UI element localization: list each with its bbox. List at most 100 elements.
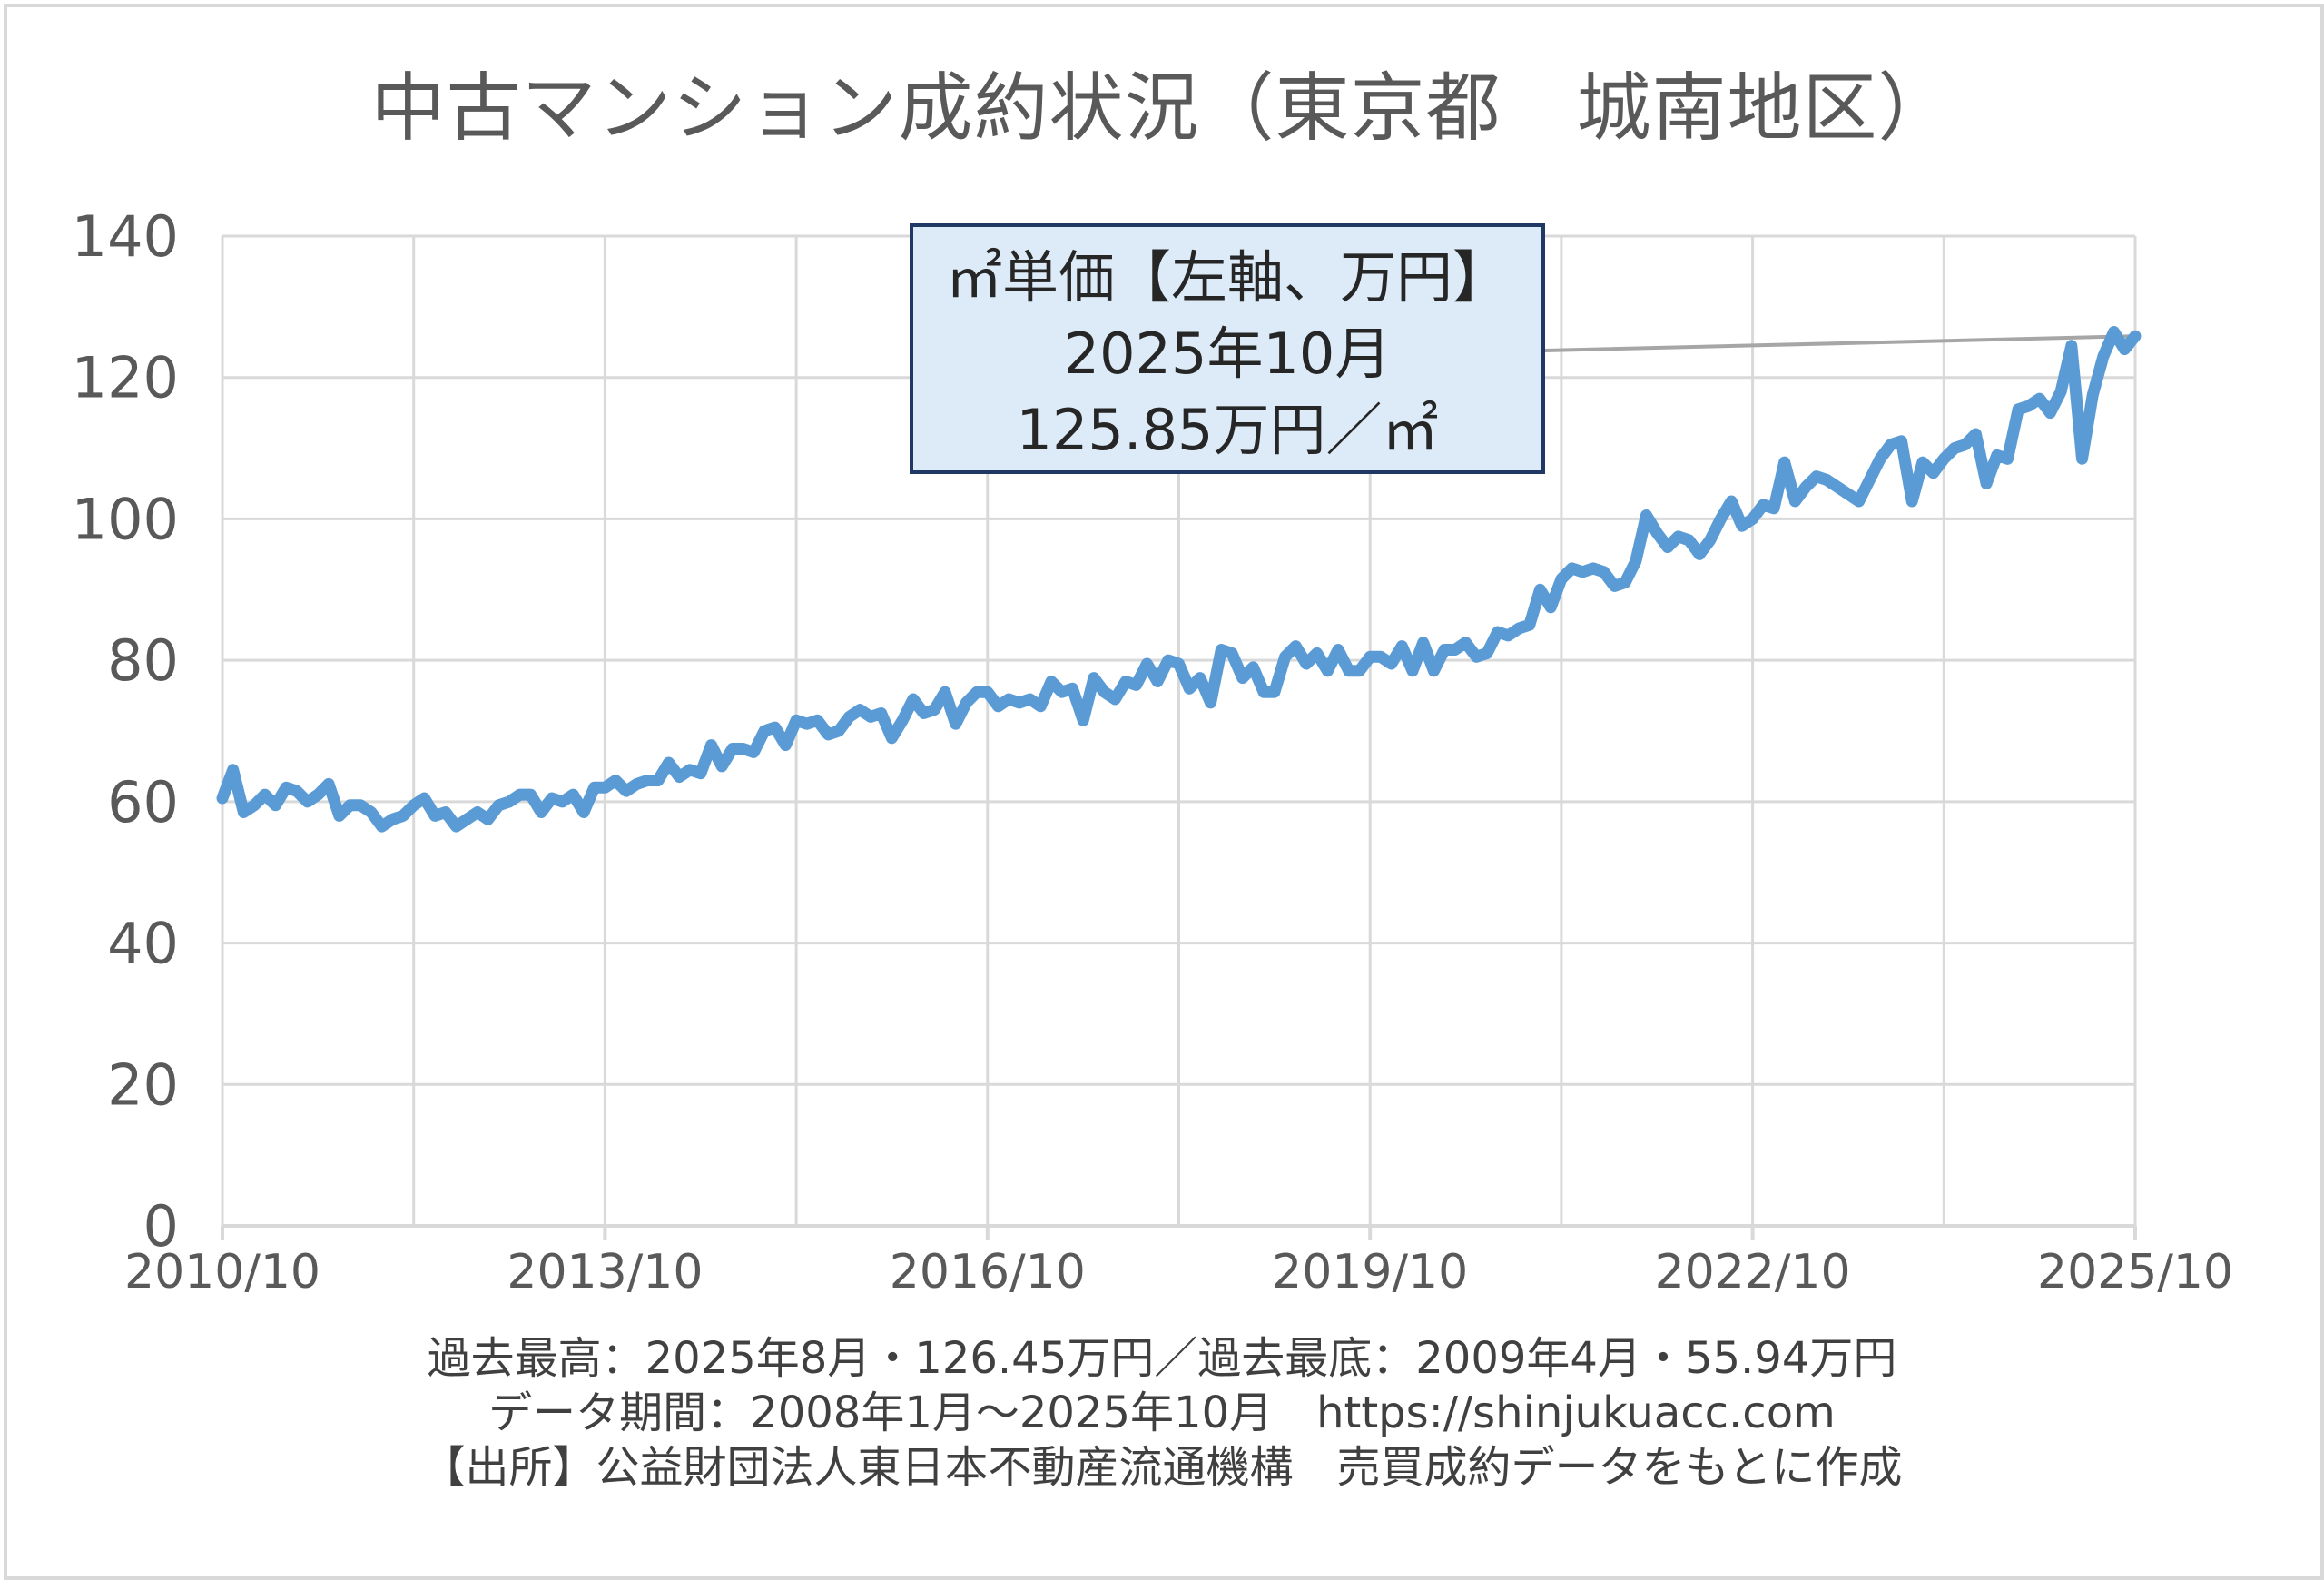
- data-point: [582, 811, 585, 814]
- data-point: [1539, 588, 1541, 591]
- data-point: [1433, 669, 1435, 672]
- data-point: [1730, 499, 1733, 502]
- data-point: [837, 730, 840, 732]
- data-point: [1677, 535, 1679, 538]
- data-point: [1241, 676, 1244, 679]
- data-point: [1039, 705, 1042, 707]
- data-point: [1846, 493, 1849, 496]
- data-point: [1124, 680, 1127, 683]
- data-point: [784, 744, 787, 746]
- data-point: [1954, 447, 1956, 449]
- data-point: [1422, 641, 1424, 644]
- data-point: [263, 794, 266, 796]
- data-point: [667, 762, 670, 765]
- callout-value: 125.85万円／㎡: [1016, 397, 1439, 463]
- data-point: [859, 708, 862, 711]
- data-point: [2027, 404, 2030, 407]
- chart-title: 中古マンション成約状況（東京都 城南地区）: [370, 65, 1954, 152]
- data-point: [1464, 641, 1467, 644]
- data-point: [2112, 331, 2115, 333]
- data-point: [731, 747, 734, 750]
- callout-series-label: ㎡単価【左軸、万円】: [945, 244, 1509, 311]
- data-point: [1634, 560, 1637, 563]
- data-point: [593, 786, 596, 789]
- data-point: [2092, 394, 2094, 397]
- data-point: [986, 691, 989, 694]
- data-point: [2102, 355, 2104, 358]
- data-point: [222, 796, 223, 799]
- data-point: [1613, 585, 1616, 588]
- callout-date: 2025年10月: [1063, 321, 1392, 387]
- data-point: [1560, 578, 1562, 580]
- data-point: [1985, 482, 1988, 485]
- data-point: [1857, 499, 1860, 502]
- data-point: [742, 747, 744, 750]
- data-point: [646, 779, 649, 782]
- data-point: [306, 800, 309, 803]
- data-point: [1092, 676, 1095, 679]
- x-tick-label: 2010/10: [124, 1245, 320, 1299]
- data-point: [1018, 701, 1020, 704]
- data-point: [1401, 645, 1403, 647]
- data-point: [1008, 697, 1010, 700]
- data-point: [434, 815, 437, 817]
- x-tick-label: 2013/10: [507, 1245, 703, 1299]
- footer-period-note: データ期間：2008年1月～2025年10月 https://shinjukua…: [488, 1387, 1836, 1438]
- y-tick-label: 0: [143, 1193, 179, 1259]
- data-point: [678, 775, 681, 778]
- data-point: [455, 825, 458, 828]
- data-point: [1751, 518, 1754, 520]
- data-point: [848, 716, 851, 718]
- data-point: [1082, 719, 1085, 722]
- data-point: [1943, 458, 1945, 460]
- data-point: [1974, 433, 1977, 435]
- data-point: [1284, 656, 1286, 658]
- data-point: [550, 796, 553, 799]
- data-point: [1624, 581, 1627, 584]
- data-point: [1188, 687, 1191, 690]
- data-point: [1412, 669, 1414, 672]
- data-point: [2049, 411, 2052, 414]
- data-point: [253, 804, 256, 806]
- data-point: [615, 779, 617, 782]
- data-point: [1592, 567, 1595, 569]
- data-point: [2070, 344, 2073, 347]
- x-tick-label: 2025/10: [2037, 1245, 2233, 1299]
- y-tick-label: 80: [107, 627, 179, 694]
- data-point: [1326, 669, 1329, 672]
- data-point: [2006, 458, 2009, 460]
- data-point: [635, 783, 638, 785]
- data-point: [1719, 518, 1722, 520]
- data-point: [1911, 499, 1914, 502]
- data-point: [1699, 553, 1701, 556]
- data-point: [753, 751, 755, 754]
- data-point: [508, 800, 511, 803]
- data-point: [1337, 648, 1340, 651]
- data-point: [1581, 570, 1584, 573]
- data-point: [763, 730, 765, 732]
- data-point: [1103, 691, 1106, 694]
- data-point: [2060, 390, 2063, 393]
- data-point: [1518, 627, 1521, 630]
- data-point: [1709, 538, 1711, 541]
- data-point: [1305, 663, 1307, 666]
- footer-record-note: 過去最高：2025年8月・126.45万円／過去最底：2009年4月・55.94…: [427, 1333, 1897, 1384]
- data-point: [1157, 680, 1159, 683]
- data-point: [242, 811, 245, 814]
- data-point: [1295, 645, 1297, 647]
- data-point: [1507, 634, 1510, 637]
- data-point: [1602, 570, 1605, 573]
- footer-source-note: 【出所】公益財団法人東日本不動産流通機構 売買成約データをもとに作成: [421, 1442, 1903, 1493]
- data-point: [1550, 606, 1552, 608]
- data-point: [1198, 676, 1201, 679]
- data-point: [1783, 461, 1786, 464]
- data-point: [466, 818, 468, 821]
- data-point: [1496, 631, 1499, 633]
- data-point: [1932, 471, 1935, 474]
- data-point: [2134, 335, 2136, 338]
- data-point: [1645, 514, 1648, 517]
- data-point: [1220, 648, 1223, 651]
- y-tick-label: 40: [107, 911, 179, 977]
- data-point: [1135, 684, 1137, 686]
- data-point: [721, 765, 724, 767]
